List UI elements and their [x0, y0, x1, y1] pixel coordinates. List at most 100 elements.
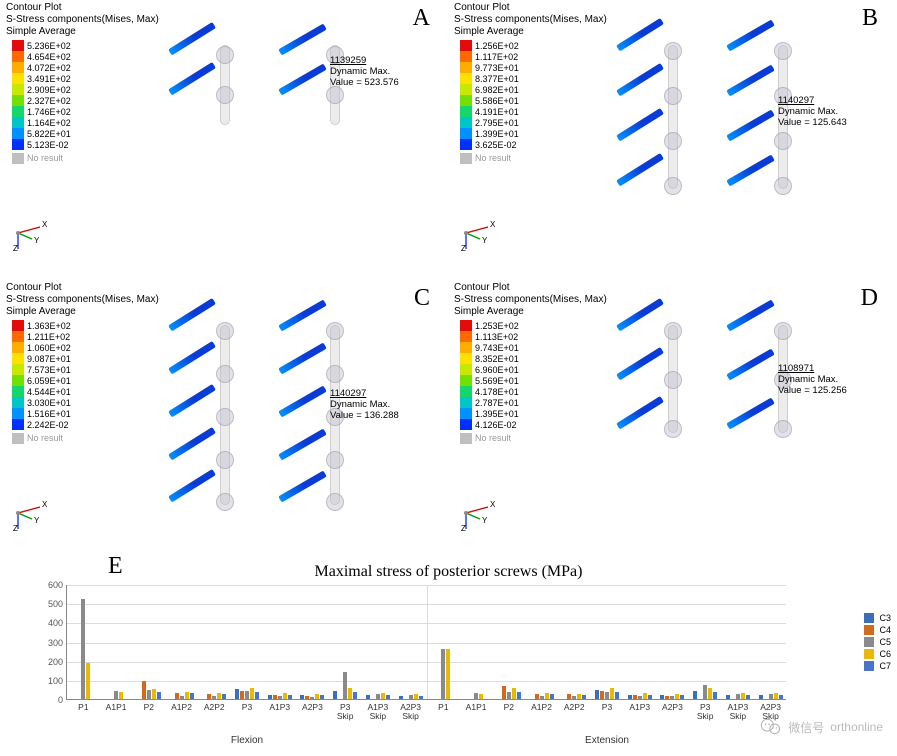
pedicle-screw [726, 154, 775, 186]
screw-node [216, 46, 234, 64]
screw-node [326, 365, 344, 383]
svg-text:X: X [490, 500, 496, 509]
header-line: S-Stress components(Mises, Max) [6, 294, 159, 306]
legend-text: C6 [879, 649, 891, 659]
legend-chip [460, 95, 472, 106]
pedicle-screw [616, 108, 664, 141]
panel-label: D [861, 285, 878, 312]
screw-node [326, 322, 344, 340]
bar [250, 688, 254, 699]
pedicle-screw [616, 18, 664, 51]
pedicle-screw [616, 347, 664, 380]
bar-group [558, 585, 591, 699]
pedicle-screw [726, 299, 775, 331]
legend-value: 6.059E+01 [27, 376, 71, 386]
svg-text:Y: Y [482, 516, 488, 525]
pedicle-screw [278, 63, 327, 95]
bar [114, 691, 118, 699]
legend-chip [12, 419, 24, 430]
svg-text:X: X [42, 500, 48, 509]
bar-chart: E Maximal stress of posterior screws (MP… [6, 563, 891, 748]
bar [305, 696, 309, 699]
bar [152, 689, 156, 699]
bar-group [296, 585, 329, 699]
legend-value: 1.113E+02 [475, 332, 518, 342]
legend-chip [12, 51, 24, 62]
legend-text: C3 [879, 613, 891, 623]
bar [474, 693, 478, 699]
legend-row: 1.253E+02 [460, 320, 519, 331]
panel-c: C Contour Plot S-Stress components(Mises… [0, 280, 448, 540]
pedicle-screw [168, 384, 216, 417]
bar [268, 695, 272, 699]
legend-row: 1.117E+02 [460, 51, 519, 62]
legend-value: 8.377E+01 [475, 74, 519, 84]
legend-row: 5.123E-02 [12, 139, 71, 150]
y-tick-label: 300 [39, 638, 63, 648]
x-tick-label: A2P2 [198, 703, 231, 712]
bar-group [591, 585, 624, 699]
bar [540, 696, 544, 699]
legend-row: 9.743E+01 [460, 342, 519, 353]
legend-row: 1.211E+02 [12, 331, 71, 342]
legend-value: 1.164E+02 [27, 118, 71, 128]
legend-swatch [864, 613, 874, 623]
legend-row: 8.352E+01 [460, 353, 519, 364]
x-tick-label: P3Skip [329, 703, 362, 721]
header-line: Contour Plot [454, 2, 607, 14]
x-tick-label: A1P3 [623, 703, 656, 712]
bar [577, 694, 581, 699]
no-result-label: No result [475, 433, 511, 443]
legend-row: 4.191E+01 [460, 106, 519, 117]
legend-row: 2.795E+01 [460, 117, 519, 128]
pedicle-screw [726, 398, 775, 430]
pedicle-screw [278, 23, 327, 55]
model-area: 1140297 Dynamic Max. Value = 136.288 [130, 315, 408, 510]
legend-chip [12, 139, 24, 150]
x-tick-label: P2 [132, 703, 165, 712]
bar [535, 694, 539, 699]
legend-item: C3 [864, 613, 891, 623]
legend-value: 9.773E+01 [475, 63, 519, 73]
bar-group [460, 585, 493, 699]
legend-row: 4.126E-02 [460, 419, 519, 430]
panel-label: A [413, 5, 430, 32]
legend-swatch [864, 661, 874, 671]
model-area: 1140297 Dynamic Max. Value = 125.643 [578, 35, 856, 230]
bar [376, 694, 380, 699]
pedicle-screw [616, 396, 664, 429]
screw-node [774, 177, 792, 195]
legend-row: 2.242E-02 [12, 419, 71, 430]
dyn-value: Dynamic Max. Value = 136.288 [330, 399, 408, 421]
no-result-label: No result [27, 433, 63, 443]
bar [615, 692, 619, 699]
bar [502, 686, 506, 699]
x-tick-label: P3Skip [689, 703, 722, 721]
legend-swatch [864, 625, 874, 635]
bar-group [623, 585, 656, 699]
legend-row: 8.377E+01 [460, 73, 519, 84]
panel-a: A Contour Plot S-Stress components(Mises… [0, 0, 448, 260]
legend-value: 1.256E+02 [475, 41, 519, 51]
pedicle-screw [616, 298, 664, 331]
bar-group [263, 585, 296, 699]
bar [180, 696, 184, 699]
legend-row: 6.982E+01 [460, 84, 519, 95]
y-tick-label: 500 [39, 599, 63, 609]
legend-chip [460, 331, 472, 342]
bar [643, 693, 647, 699]
svg-text:Z: Z [461, 244, 466, 251]
legend-chip [460, 51, 472, 62]
bar-group [165, 585, 198, 699]
svg-text:X: X [42, 220, 48, 229]
triad-icon: X Y Z [10, 205, 50, 251]
legend-row: 5.236E+02 [12, 40, 71, 51]
legend-row: 4.654E+02 [12, 51, 71, 62]
svg-text:Z: Z [13, 244, 18, 251]
bar [680, 695, 684, 699]
no-result-row: No result [12, 432, 71, 444]
bar [708, 688, 712, 699]
legend-value: 7.573E+01 [27, 365, 71, 375]
x-tick-label: A1P3Skip [362, 703, 395, 721]
screw-node [216, 365, 234, 383]
